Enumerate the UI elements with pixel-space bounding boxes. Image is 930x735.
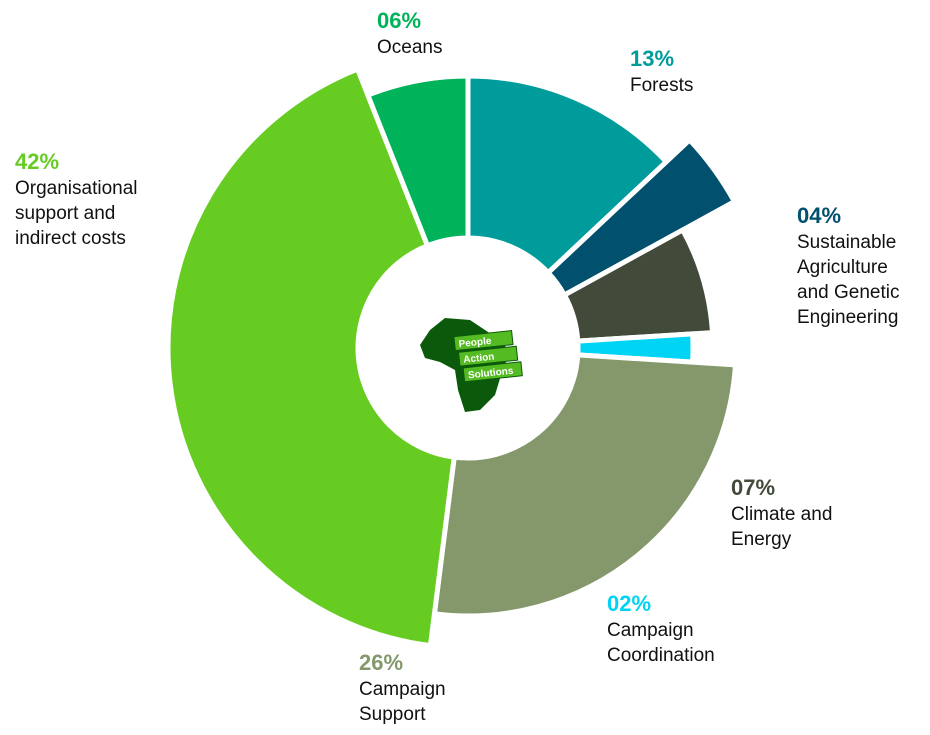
slice-value-label: 07% [731, 475, 776, 500]
slice-label: Forests [630, 75, 694, 96]
slice-label: Campaign Coordination [607, 620, 715, 666]
logo-tag [453, 330, 514, 352]
slice-value-label: 26% [359, 650, 404, 675]
logo-tag [457, 345, 519, 367]
slice-label: Sustainable Agriculture and Genetic Engi… [797, 232, 900, 328]
slice-value-label: 06% [377, 8, 422, 33]
slice-label: Organisational support and indirect cost… [15, 178, 138, 249]
slice-label: Campaign Support [359, 679, 446, 725]
logo-text: Action [463, 352, 495, 366]
slice-value-label: 13% [630, 46, 675, 71]
logo-text: People [458, 336, 492, 350]
slice-label: Oceans [377, 37, 443, 58]
slice-value-label: 02% [607, 591, 652, 616]
logo-text: Solutions [467, 366, 514, 382]
slice-value-label: 04% [797, 203, 842, 228]
logo-tag [462, 361, 523, 383]
pie-slice [165, 65, 458, 649]
pie-slice [431, 352, 739, 619]
pie-slice [465, 73, 670, 277]
slice-value-label: 42% [15, 149, 60, 174]
pie-slice [544, 136, 738, 299]
pie-slice [364, 73, 471, 249]
pie-slice [560, 226, 716, 344]
slice-label: Climate and Energy [731, 504, 833, 550]
